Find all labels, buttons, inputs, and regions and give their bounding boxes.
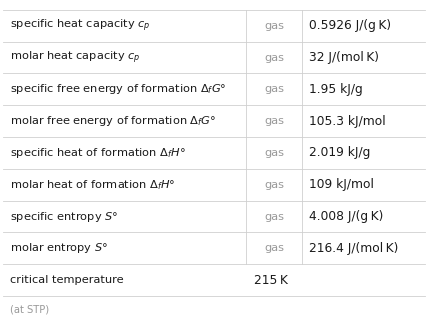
Text: (at STP): (at STP) (10, 304, 49, 314)
Text: 109 kJ/mol: 109 kJ/mol (309, 178, 374, 191)
Text: gas: gas (264, 21, 284, 31)
Text: 1.95 kJ/g: 1.95 kJ/g (309, 83, 363, 96)
Text: 216.4 J/(mol K): 216.4 J/(mol K) (309, 242, 399, 255)
Text: 2.019 kJ/g: 2.019 kJ/g (309, 146, 371, 160)
Text: 105.3 kJ/mol: 105.3 kJ/mol (309, 115, 386, 128)
Text: molar entropy $S°$: molar entropy $S°$ (10, 241, 108, 255)
Text: critical temperature: critical temperature (10, 275, 123, 285)
Text: gas: gas (264, 84, 284, 94)
Text: gas: gas (264, 53, 284, 63)
Text: specific heat of formation $\Delta_f H°$: specific heat of formation $\Delta_f H°$ (10, 146, 185, 160)
Text: 32 J/(mol K): 32 J/(mol K) (309, 51, 380, 64)
Text: 0.5926 J/(g K): 0.5926 J/(g K) (309, 19, 392, 32)
Text: gas: gas (264, 148, 284, 158)
Text: 4.008 J/(g K): 4.008 J/(g K) (309, 210, 384, 223)
Text: gas: gas (264, 243, 284, 253)
Text: gas: gas (264, 212, 284, 222)
Text: gas: gas (264, 180, 284, 190)
Text: 215 K: 215 K (254, 274, 288, 287)
Text: gas: gas (264, 116, 284, 126)
Text: molar heat of formation $\Delta_f H°$: molar heat of formation $\Delta_f H°$ (10, 178, 175, 192)
Text: molar free energy of formation $\Delta_f G°$: molar free energy of formation $\Delta_f… (10, 114, 216, 128)
Text: specific entropy $S°$: specific entropy $S°$ (10, 210, 118, 224)
Text: specific heat capacity $c_p$: specific heat capacity $c_p$ (10, 17, 150, 34)
Text: specific free energy of formation $\Delta_f G°$: specific free energy of formation $\Delt… (10, 82, 226, 96)
Text: molar heat capacity $c_p$: molar heat capacity $c_p$ (10, 49, 140, 66)
